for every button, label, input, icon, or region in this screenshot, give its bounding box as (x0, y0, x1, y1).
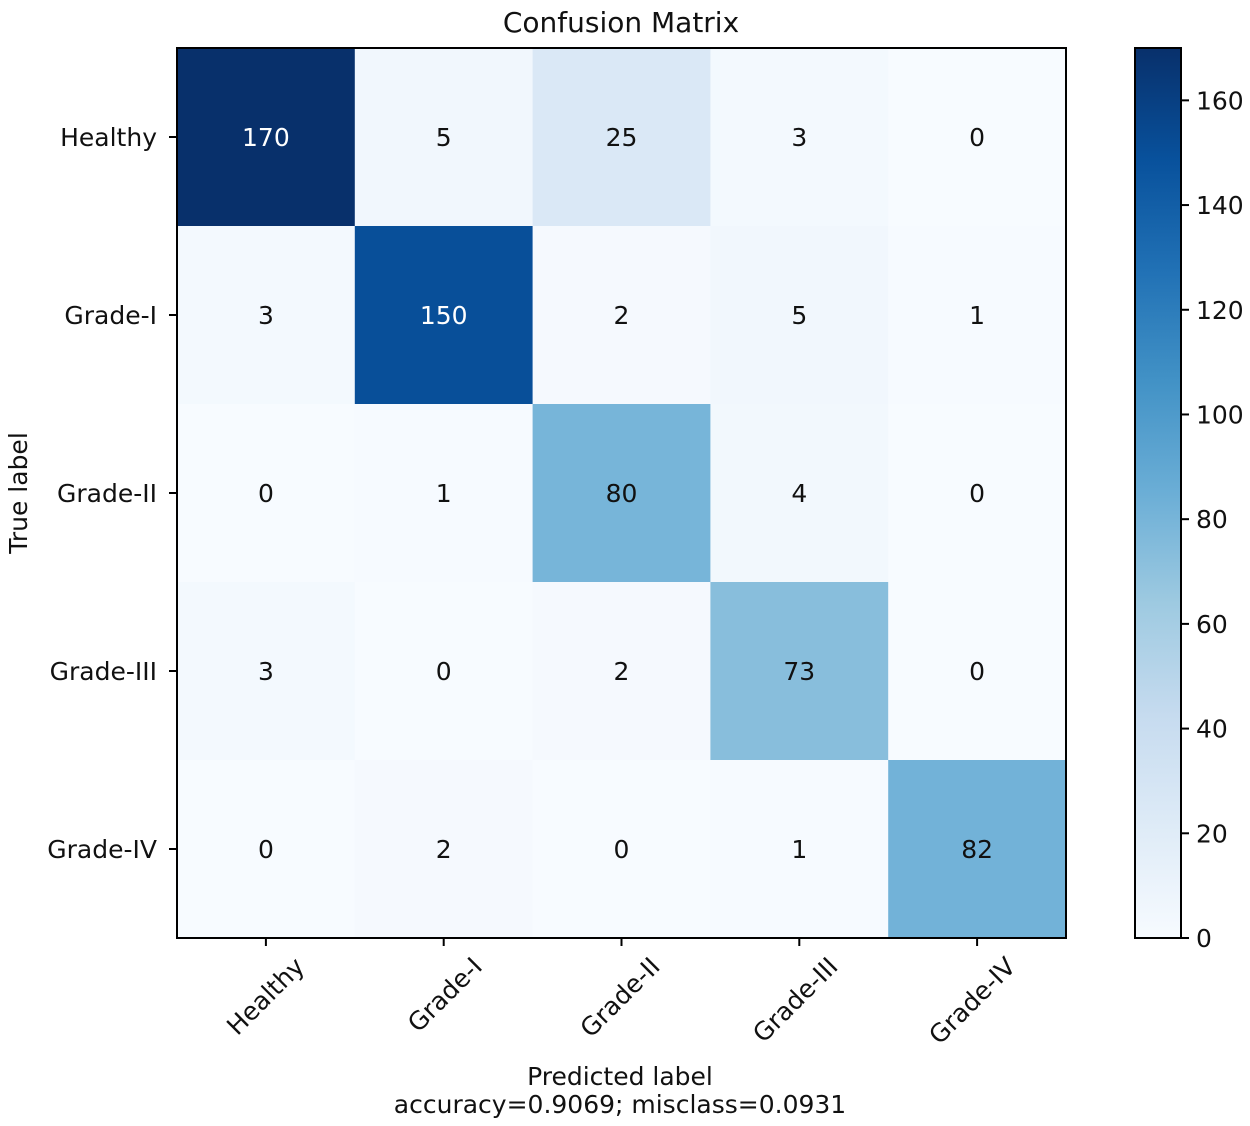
y-tick-label: Grade-IV (47, 835, 157, 864)
matrix-cell (354, 226, 534, 405)
matrix-cell (177, 48, 356, 227)
cell-value: 1 (791, 835, 807, 864)
matrix-cell (710, 48, 889, 227)
colorbar-tick-label: 60 (1196, 610, 1228, 639)
colorbar-tick-label: 160 (1196, 86, 1244, 115)
colorbar-tick-label: 40 (1196, 715, 1228, 744)
matrix-cell (177, 582, 356, 761)
cell-value: 0 (614, 835, 630, 864)
matrix-cell (532, 582, 711, 761)
matrix-cell (177, 226, 356, 405)
cell-value: 5 (791, 301, 807, 330)
matrix-cell (532, 760, 711, 939)
matrix-cell (354, 404, 534, 583)
cell-value: 170 (242, 123, 290, 152)
cell-value: 150 (420, 301, 468, 330)
cell-value: 0 (969, 479, 985, 508)
matrix-cell (532, 404, 711, 583)
matrix-cell (710, 404, 889, 583)
cell-value: 0 (258, 835, 274, 864)
x-tick-label: Grade-III (747, 952, 843, 1048)
matrix-cell (354, 760, 534, 939)
matrix-cell (532, 226, 711, 405)
cell-value: 73 (783, 657, 815, 686)
x-axis-label: Predicted label (527, 1062, 713, 1091)
colorbar-tick-label: 120 (1196, 296, 1244, 325)
colorbar-tick-label: 100 (1196, 400, 1244, 429)
colorbar-tick-label: 80 (1196, 505, 1228, 534)
matrix-cell (710, 760, 889, 939)
colorbar (1134, 47, 1182, 939)
matrix-cell (354, 48, 534, 227)
matrix-cell (888, 582, 1067, 761)
cell-value: 25 (606, 123, 638, 152)
y-tick-label: Grade-I (64, 301, 157, 330)
colorbar-tick-label: 20 (1196, 819, 1228, 848)
matrix-cell (888, 226, 1067, 405)
cell-value: 0 (969, 657, 985, 686)
cell-value: 1 (436, 479, 452, 508)
cell-value: 1 (969, 301, 985, 330)
colorbar-tick-label: 140 (1196, 191, 1244, 220)
cell-value: 2 (614, 301, 630, 330)
matrix-cell (888, 48, 1067, 227)
cell-value: 3 (258, 657, 274, 686)
cell-value: 80 (606, 479, 638, 508)
cell-value: 2 (614, 657, 630, 686)
matrix-cell (888, 760, 1067, 939)
colorbar-tick-label: 0 (1196, 924, 1212, 953)
colorbar-ticks: 0 20 40 60 80 100 120 140 160 (1181, 86, 1244, 953)
y-tick-label: Grade-III (50, 657, 157, 686)
matrix-cell (888, 404, 1067, 583)
cell-value: 0 (258, 479, 274, 508)
y-axis-label: True label (4, 432, 33, 555)
y-tick-label: Grade-II (57, 479, 157, 508)
cell-value: 3 (258, 301, 274, 330)
cell-value: 0 (436, 657, 452, 686)
cell-value: 3 (791, 123, 807, 152)
matrix-cell (532, 48, 711, 227)
cell-value: 2 (436, 835, 452, 864)
cell-value: 5 (436, 123, 452, 152)
x-axis: Healthy Grade-I Grade-II Grade-III Grade-IV (221, 938, 1021, 1050)
cell-value: 4 (791, 479, 807, 508)
y-tick-label: Healthy (60, 123, 157, 152)
matrix-cell (177, 404, 356, 583)
matrix-cell (177, 760, 356, 939)
y-axis: Healthy Grade-I Grade-II Grade-III Grade-IV (47, 123, 177, 864)
x-tick-label: Grade-I (402, 952, 488, 1038)
accuracy-summary: accuracy=0.9069; misclass=0.0931 (394, 1090, 846, 1119)
cell-value: 0 (969, 123, 985, 152)
cell-value: 82 (961, 835, 993, 864)
matrix-cell (710, 582, 889, 761)
chart-title: Confusion Matrix (503, 6, 739, 39)
matrix-cell (354, 582, 534, 761)
x-tick-label: Grade-II (575, 952, 666, 1043)
matrix-cells: 170 5 25 3 03 150 2 5 10 1 80 4 03 0 2 73 00 2 0 1 82 (177, 48, 1067, 939)
x-tick-label: Grade-IV (923, 952, 1021, 1050)
matrix-cell (710, 226, 889, 405)
x-tick-label: Healthy (221, 952, 310, 1041)
